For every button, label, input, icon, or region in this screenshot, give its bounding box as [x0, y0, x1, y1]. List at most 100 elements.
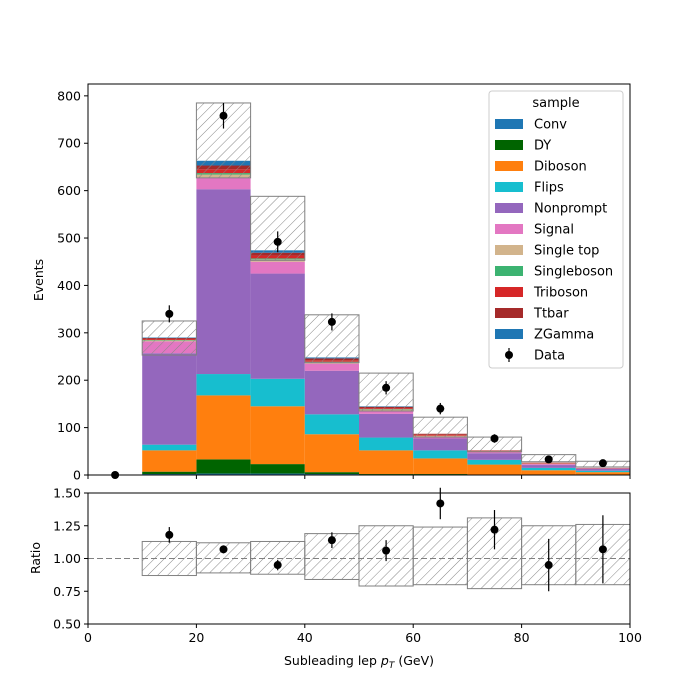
bar-segment-dy-bin-1: [142, 471, 197, 475]
bar-segment-diboson-bin-2: [196, 395, 251, 460]
ratio-point-1: [219, 545, 228, 554]
legend-data-marker: [505, 351, 513, 359]
ratio-y-ticks: 0.50 0.75 1.00 1.25 1.50: [53, 486, 88, 632]
legend-swatch-flips: [495, 182, 523, 192]
bar-segment-flips-bin-9: [575, 470, 630, 473]
ratio-point-6: [490, 525, 499, 534]
main-ytick-label-8: 800: [57, 88, 81, 103]
main-axes-frame: [87, 83, 631, 476]
legend-swatch-nonprompt: [495, 203, 523, 213]
ratio-point-5: [436, 499, 445, 508]
legend-title: sample: [532, 96, 579, 111]
ratio-point-0: [165, 530, 174, 539]
bar-segment-nonprompt-bin-9: [575, 468, 630, 471]
main-ytick-label-6: 600: [57, 183, 81, 198]
legend-swatch-ttbar: [495, 308, 523, 318]
bar-segment-flips-bin-2: [196, 374, 251, 396]
ratio-point-2: [273, 561, 282, 570]
main-x-ticks: [87, 475, 631, 479]
bar-segment-nonprompt-bin-2: [196, 189, 251, 375]
bar-segment-flips-bin-7: [467, 459, 522, 465]
bar-segment-flips-bin-3: [250, 378, 305, 407]
bar-segment-diboson-bin-3: [250, 406, 305, 465]
bar-segment-flips-bin-1: [142, 444, 197, 451]
bar-segment-signal-bin-8: [521, 464, 576, 466]
ratio-y-axis-label: Ratio: [28, 542, 43, 574]
bar-segment-diboson-bin-5: [359, 450, 414, 475]
bar-segment-dy-bin-2: [196, 459, 251, 474]
data-point-3: [273, 237, 282, 246]
legend-label-diboson: Diboson: [534, 160, 587, 175]
ratio-point-3: [327, 536, 336, 545]
uncertainty-box-bin-1: [141, 320, 197, 356]
bar-segment-dy-bin-4: [304, 472, 359, 475]
ratio-ytick-label-1: 0.75: [53, 584, 81, 599]
legend-label-flips: Flips: [534, 181, 564, 196]
main-ytick-label-3: 300: [57, 325, 81, 340]
bar-segment-diboson-bin-6: [413, 458, 468, 475]
bar-segment-dy-bin-3: [250, 464, 305, 474]
uncertainty-box-bin-6: [412, 416, 468, 438]
ratio-points: [165, 487, 607, 592]
legend-label-triboson: Triboson: [533, 286, 588, 301]
legend-swatch-dy: [495, 140, 523, 150]
main-ytick-label-2: 200: [57, 373, 81, 388]
data-point-4: [327, 317, 336, 326]
legend-swatch-triboson: [495, 287, 523, 297]
data-point-9: [598, 459, 607, 468]
xtick-label-3: 60: [405, 630, 421, 645]
bar-segment-flips-bin-5: [359, 437, 414, 451]
data-point-1: [165, 309, 174, 318]
legend: sample Conv DY Diboson Flips Nonprompt Signal S…: [488, 90, 624, 369]
bar-segment-signal-bin-3: [250, 261, 305, 274]
ratio-ytick-label-2: 1.00: [53, 551, 81, 566]
main-ytick-label-7: 700: [57, 136, 81, 151]
xtick-label-0: 0: [84, 630, 92, 645]
bar-segment-diboson-bin-1: [142, 450, 197, 472]
bar-segment-conv-bin-2: [196, 473, 251, 475]
bar-segment-nonprompt-bin-8: [521, 465, 576, 468]
data-point-6: [436, 404, 445, 413]
ratio-x-ticks: 0 20 40 60 80 100: [84, 624, 642, 645]
xtick-label-1: 20: [188, 630, 204, 645]
legend-swatch-single-top: [495, 245, 523, 255]
legend-label-conv: Conv: [534, 118, 567, 133]
ratio-point-8: [598, 545, 607, 554]
ratio-ytick-label-4: 1.50: [53, 486, 81, 501]
data-point-2: [219, 111, 228, 120]
data-points: [111, 102, 607, 479]
ratio-band-bin-6: [412, 526, 468, 586]
legend-label-signal: Signal: [534, 223, 574, 238]
bar-segment-diboson-bin-8: [521, 470, 576, 475]
main-y-ticks: 0 100 200 300 400 500 600 700 800: [57, 88, 88, 483]
bar-segment-nonprompt-bin-4: [304, 370, 359, 415]
bar-segment-nonprompt-bin-7: [467, 453, 522, 460]
bar-segment-signal-bin-4: [304, 363, 359, 371]
data-point-5: [382, 383, 391, 392]
data-point-8: [544, 455, 553, 464]
bar-segment-nonprompt-bin-1: [142, 353, 197, 445]
legend-swatch-signal: [495, 224, 523, 234]
bar-segment-flips-bin-6: [413, 450, 468, 459]
bar-segment-nonprompt-bin-3: [250, 273, 305, 379]
ratio-ytick-label-3: 1.25: [53, 518, 81, 533]
data-point-7: [490, 434, 499, 443]
bar-segment-flips-bin-4: [304, 414, 359, 435]
legend-swatch-conv: [495, 119, 523, 129]
bar-segment-flips-bin-8: [521, 467, 576, 471]
legend-box: [488, 90, 624, 369]
bar-segment-diboson-bin-7: [467, 464, 522, 475]
legend-label-dy: DY: [534, 139, 551, 154]
main-ytick-label-1: 100: [57, 420, 81, 435]
bar-segment-signal-bin-5: [359, 410, 414, 414]
main-panel: 0 100 200 300 400 500 600 700 800 Events sample C…: [31, 83, 631, 483]
legend-label-zgamma: ZGamma: [534, 328, 594, 343]
bar-segment-signal-bin-7: [467, 451, 522, 454]
legend-label-data: Data: [534, 349, 565, 364]
main-y-axis-label: Events: [31, 259, 46, 301]
ratio-point-4: [382, 546, 391, 555]
legend-swatch-singleboson: [495, 266, 523, 276]
x-axis-label: Subleading lep pT (GeV): [284, 653, 434, 671]
ratio-point-7: [544, 561, 553, 570]
legend-swatch-diboson: [495, 161, 523, 171]
